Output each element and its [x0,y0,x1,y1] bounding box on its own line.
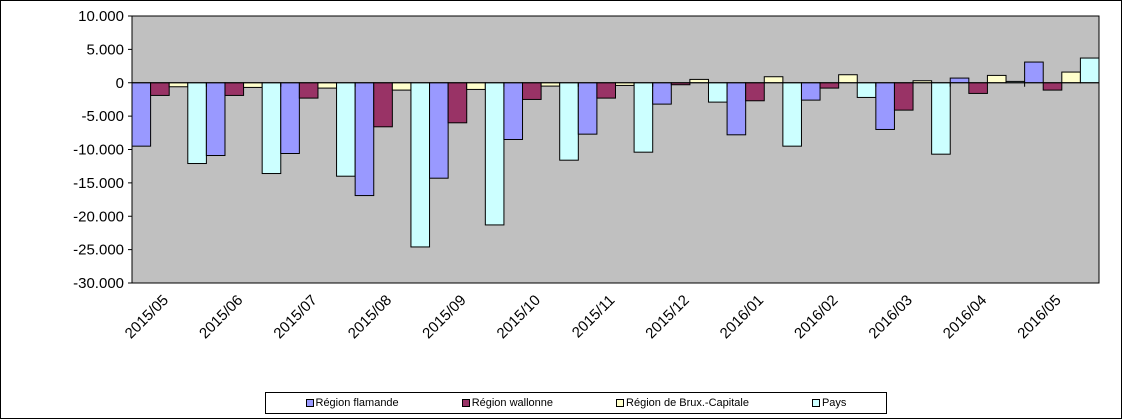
bar [131,82,152,147]
y-axis: 10.000 5.000 0 -5.000 -10.000 -15.000 -20.000 -… [73,8,133,292]
legend-swatch [616,399,625,407]
x-tick-label: 2015/05 [122,292,172,342]
legend-label: Région de Brux.-Capitale [626,397,749,409]
bar [354,82,375,197]
legend-item: Pays [811,397,847,409]
bar [949,77,970,84]
bar [745,82,765,102]
bar [261,82,282,175]
x-tick-label: 2015/06 [196,292,246,342]
y-tick-label: -30.000 [73,275,124,292]
x-tick-label: 2016/01 [717,292,767,342]
x-tick-label: 2015/07 [270,292,320,342]
y-tick-label: -20.000 [73,208,124,225]
bar [280,82,300,154]
bar [150,82,170,96]
bar [466,82,486,90]
bar [968,82,988,94]
y-tick-label: 0 [116,75,124,92]
legend-swatch [305,399,314,407]
bar [391,82,412,91]
bar [205,82,226,157]
bar [168,82,189,88]
bar [540,82,561,87]
bar [243,82,263,88]
bar [800,82,821,101]
bar [726,82,747,136]
x-tick-label: 2015/12 [642,292,692,342]
y-tick-label: -5.000 [81,108,124,125]
x-tick-label: 2016/02 [791,292,841,342]
bar [484,82,505,226]
bar [522,82,542,100]
x-tick-label: 2015/11 [569,292,619,342]
bar [429,82,449,179]
bar [596,82,617,99]
x-tick-label: 2015/10 [494,292,544,342]
legend-swatch [461,399,470,407]
x-tick-label: 2016/03 [865,292,915,342]
bars-group [131,57,1100,248]
legend-item: Région de Brux.-Capitale [616,397,749,409]
legend-swatch [811,399,820,407]
bar [559,82,579,161]
bar [838,74,858,84]
bar [1024,61,1044,84]
bar [317,82,338,89]
legend-label: Région flamande [315,397,399,409]
bar [187,82,207,165]
y-tick-label: -10.000 [73,142,124,159]
legend: Région flamande Région wallonne Région de … [265,392,887,414]
legend-label: Région wallonne [471,397,554,409]
y-tick-label: -25.000 [73,242,124,259]
bar [577,82,598,135]
bar [986,74,1007,84]
bar [373,82,393,128]
bar [707,82,728,103]
legend-item: Région wallonne [461,397,554,409]
bar [503,82,524,140]
y-tick-label: -15.000 [73,175,124,192]
bar [856,82,877,98]
bar [782,82,802,147]
legend-label: Pays [821,397,847,409]
x-tick-label: 2015/08 [345,292,395,342]
bar [652,82,672,105]
legend-item: Région flamande [305,397,399,409]
x-tick-label: 2016/04 [940,292,990,342]
bar [336,82,356,177]
bar [447,82,468,124]
bar [931,82,951,155]
bar [763,76,784,84]
bar [819,82,840,89]
y-tick-label: 5.000 [86,41,124,58]
bar-chart: 10.000 5.000 0 -5.000 -10.000 -15.000 -20.000 -… [73,8,1100,342]
x-tick-label: 2016/05 [1014,292,1064,342]
bar [689,78,709,84]
x-tick-label: 2015/09 [419,292,469,342]
bar [1061,71,1081,84]
bar [633,82,654,153]
bar [224,82,245,96]
bar [875,82,895,130]
bar [1079,57,1100,84]
bar [893,82,914,111]
bar [298,82,319,99]
y-tick-label: 10.000 [78,8,124,25]
bar [1042,82,1063,91]
bar [410,82,431,248]
